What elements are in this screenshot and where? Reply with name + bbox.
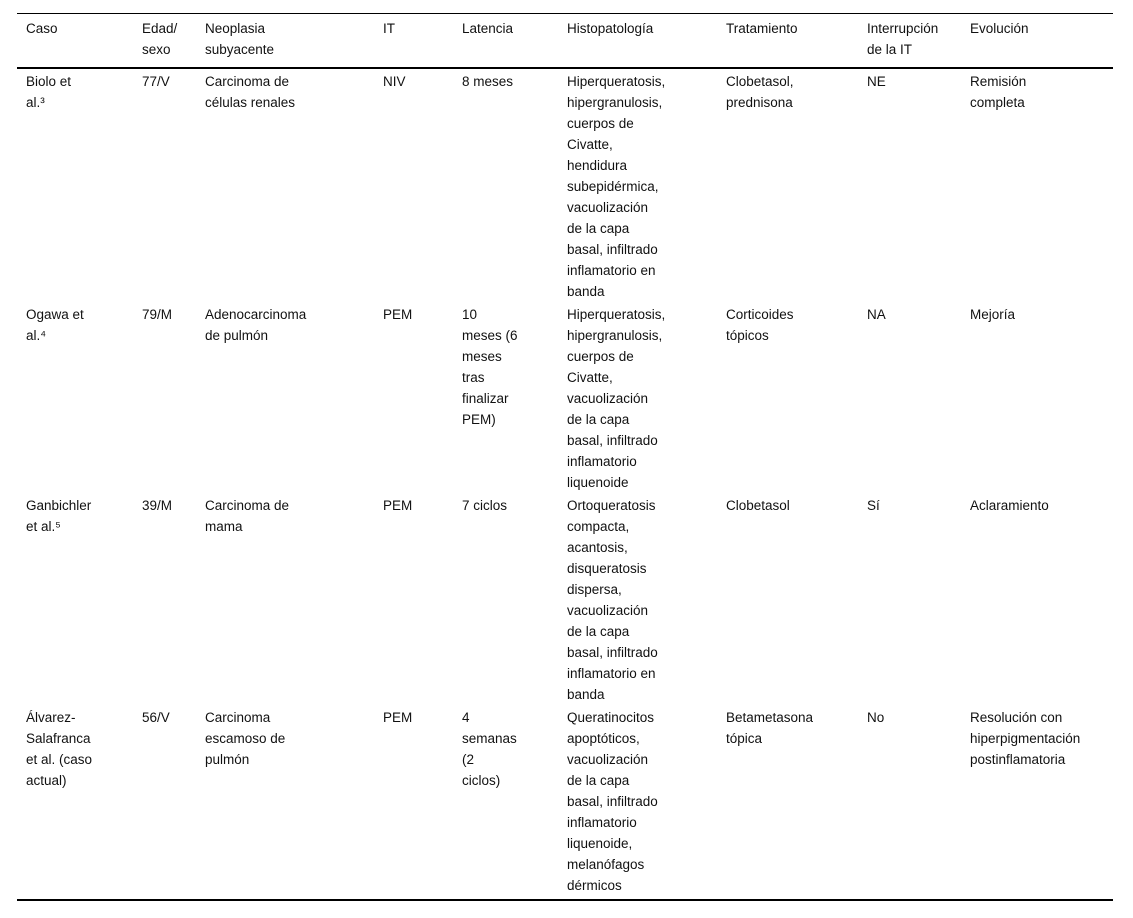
cell-edad-sexo: 39/M	[142, 498, 173, 513]
cell-edad-sexo: 77/V	[142, 74, 170, 89]
column-header-histopatologia: Histopatología	[558, 13, 717, 69]
cell-interrupcion: NA	[867, 307, 886, 322]
cell-interrupcion: NE	[867, 74, 886, 89]
cell-tratamiento: Betametasona tópica	[726, 710, 814, 746]
cell-histopatologia: Queratinocitos apoptóticos, vacuolizació…	[567, 710, 658, 893]
cell-edad-sexo: 56/V	[142, 710, 170, 725]
column-header-evolucion: Evolución	[961, 13, 1113, 69]
cell-caso: Ogawa et al.⁴	[26, 307, 84, 343]
case-series-table: Caso Edad/ sexo Neoplasia subyacente IT …	[17, 13, 1113, 901]
cell-it: PEM	[383, 710, 413, 725]
column-header-neoplasia: Neoplasia subyacente	[196, 13, 374, 69]
cell-neoplasia: Carcinoma de mama	[205, 498, 290, 534]
table-row: Ganbichler et al.⁵ 39/M Carcinoma de mam…	[17, 493, 1113, 705]
cell-evolucion: Resolución con hiperpigmentación postinf…	[970, 710, 1081, 767]
cell-latencia: 8 meses	[462, 74, 514, 89]
cell-histopatologia: Hiperqueratosis, hipergranulosis, cuerpo…	[567, 307, 666, 490]
column-header-interrupcion: Interrupción de la IT	[858, 13, 961, 69]
cell-evolucion: Remisión completa	[970, 74, 1027, 110]
cell-it: PEM	[383, 307, 413, 322]
cell-edad-sexo: 79/M	[142, 307, 173, 322]
cell-caso: Ganbichler et al.⁵	[26, 498, 92, 534]
cell-neoplasia: Carcinoma escamoso de pulmón	[205, 710, 286, 767]
column-header-tratamiento: Tratamiento	[717, 13, 858, 69]
header-row: Caso Edad/ sexo Neoplasia subyacente IT …	[17, 13, 1113, 69]
cell-tratamiento: Clobetasol, prednisona	[726, 74, 794, 110]
cell-latencia: 4 semanas (2 ciclos)	[462, 710, 517, 788]
cell-evolucion: Mejoría	[970, 307, 1016, 322]
cell-it: PEM	[383, 498, 413, 513]
cell-evolucion: Aclaramiento	[970, 498, 1049, 513]
column-header-it: IT	[374, 13, 453, 69]
cell-latencia: 10 meses (6 meses tras finalizar PEM)	[462, 307, 518, 427]
cell-interrupcion: No	[867, 710, 885, 725]
column-header-caso: Caso	[17, 13, 133, 69]
cell-interrupcion: Sí	[867, 498, 880, 513]
cell-neoplasia: Adenocarcinoma de pulmón	[205, 307, 307, 343]
cell-caso: Álvarez- Salafranca et al. (caso actual)	[26, 710, 93, 788]
cell-tratamiento: Corticoides tópicos	[726, 307, 794, 343]
cell-it: NIV	[383, 74, 406, 89]
table-row: Álvarez- Salafranca et al. (caso actual)…	[17, 705, 1113, 900]
cell-latencia: 7 ciclos	[462, 498, 508, 513]
cell-tratamiento: Clobetasol	[726, 498, 790, 513]
cell-caso: Biolo et al.³	[26, 74, 72, 110]
column-header-edad-sexo: Edad/ sexo	[133, 13, 196, 69]
cell-histopatologia: Hiperqueratosis, hipergranulosis, cuerpo…	[567, 74, 666, 299]
cell-neoplasia: Carcinoma de células renales	[205, 74, 296, 110]
table-row: Biolo et al.³ 77/V Carcinoma de células …	[17, 68, 1113, 302]
cell-histopatologia: Ortoqueratosis compacta, acantosis, disq…	[567, 498, 658, 702]
column-header-latencia: Latencia	[453, 13, 558, 69]
table-row: Ogawa et al.⁴ 79/M Adenocarcinoma de pul…	[17, 302, 1113, 493]
